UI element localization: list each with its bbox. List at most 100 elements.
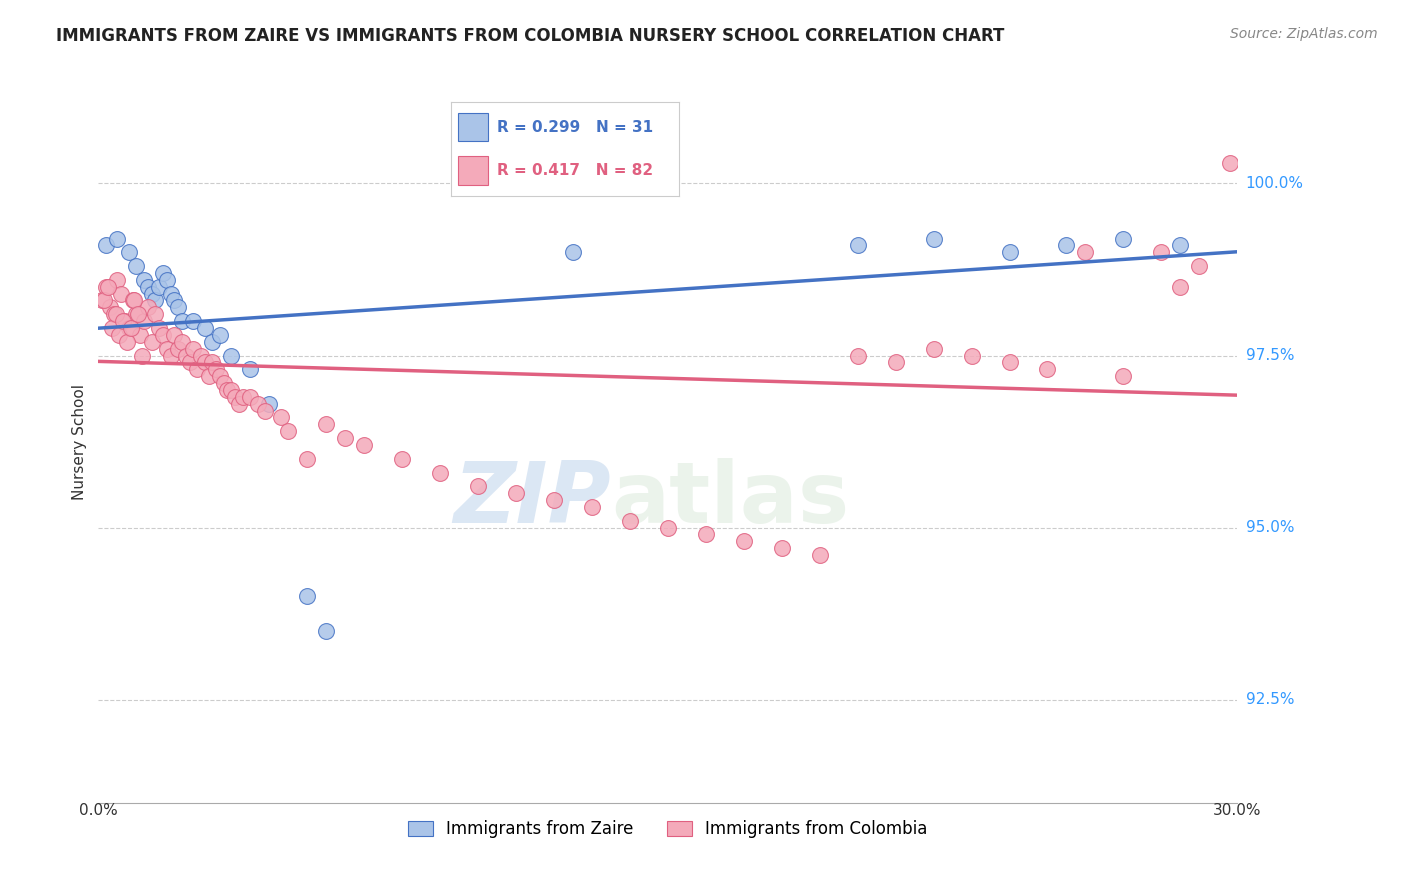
Point (145, 293, 167, 308)
Point (118, 245, 141, 260)
Point (505, 486, 527, 500)
Text: ZIP: ZIP (453, 458, 612, 541)
Point (224, 390, 246, 404)
Point (120, 321, 142, 335)
Point (186, 362, 208, 376)
Text: IMMIGRANTS FROM ZAIRE VS IMMIGRANTS FROM COLOMBIA NURSERY SCHOOL CORRELATION CHA: IMMIGRANTS FROM ZAIRE VS IMMIGRANTS FROM… (56, 27, 1005, 45)
Point (132, 273, 155, 287)
Point (121, 293, 143, 308)
Point (152, 327, 174, 342)
Point (170, 314, 193, 328)
Point (657, 520, 679, 534)
Point (429, 466, 451, 480)
Point (208, 327, 231, 342)
Point (208, 369, 231, 384)
Point (110, 286, 132, 301)
Point (201, 334, 224, 349)
Point (197, 369, 219, 384)
Point (93, 293, 115, 308)
Point (136, 301, 159, 315)
Point (846, 238, 869, 252)
Point (115, 334, 138, 349)
Point (194, 321, 217, 335)
Point (1112, 231, 1135, 245)
Point (922, 342, 945, 356)
Point (152, 266, 174, 280)
Y-axis label: Nursery School: Nursery School (72, 384, 87, 500)
Point (91, 293, 114, 308)
Point (132, 314, 155, 328)
Point (221, 383, 243, 397)
Point (998, 245, 1021, 260)
Point (619, 514, 641, 528)
Point (114, 314, 136, 328)
Point (221, 349, 243, 363)
Point (183, 342, 205, 356)
Text: 95.0%: 95.0% (1246, 520, 1294, 535)
Point (695, 527, 717, 541)
Point (194, 355, 217, 369)
Text: 100.0%: 100.0% (1246, 176, 1303, 191)
Point (148, 321, 170, 335)
Point (163, 327, 186, 342)
Point (1188, 259, 1211, 273)
Point (141, 286, 163, 301)
Point (205, 362, 228, 376)
Point (998, 355, 1021, 369)
Point (159, 286, 181, 301)
Point (190, 349, 212, 363)
Point (145, 307, 167, 321)
Text: atlas: atlas (612, 458, 849, 541)
Point (156, 342, 179, 356)
Point (107, 231, 129, 245)
Point (148, 279, 170, 293)
Point (112, 314, 135, 328)
Point (232, 390, 254, 404)
Point (103, 307, 125, 321)
Point (467, 479, 489, 493)
Point (581, 500, 603, 514)
Point (733, 534, 755, 549)
Point (254, 403, 277, 417)
Point (770, 541, 793, 556)
Point (960, 349, 983, 363)
Point (922, 231, 945, 245)
Point (100, 321, 122, 335)
Point (107, 273, 129, 287)
Point (1219, 156, 1241, 170)
Point (1112, 369, 1135, 384)
Point (270, 410, 292, 425)
Text: Source: ZipAtlas.com: Source: ZipAtlas.com (1230, 27, 1378, 41)
Point (118, 321, 141, 335)
Point (1150, 245, 1173, 260)
Point (228, 397, 250, 411)
Point (131, 349, 153, 363)
Point (1170, 279, 1192, 293)
Point (808, 548, 831, 562)
Point (1074, 245, 1097, 260)
Point (98, 301, 121, 315)
Point (1170, 238, 1192, 252)
Point (141, 334, 163, 349)
Point (159, 349, 181, 363)
Point (129, 327, 152, 342)
Point (391, 451, 413, 466)
Point (156, 273, 179, 287)
Point (239, 390, 262, 404)
Point (277, 424, 299, 438)
Point (163, 293, 186, 308)
Text: 30.0%: 30.0% (1213, 803, 1261, 818)
Point (1054, 238, 1078, 252)
Point (335, 431, 357, 445)
Point (104, 307, 127, 321)
Point (125, 259, 148, 273)
Point (315, 624, 337, 638)
Text: 0.0%: 0.0% (79, 803, 118, 818)
Point (108, 327, 131, 342)
Point (212, 376, 235, 390)
Point (297, 451, 319, 466)
Point (884, 355, 907, 369)
Point (124, 293, 146, 308)
Point (183, 314, 205, 328)
Point (94, 279, 117, 293)
